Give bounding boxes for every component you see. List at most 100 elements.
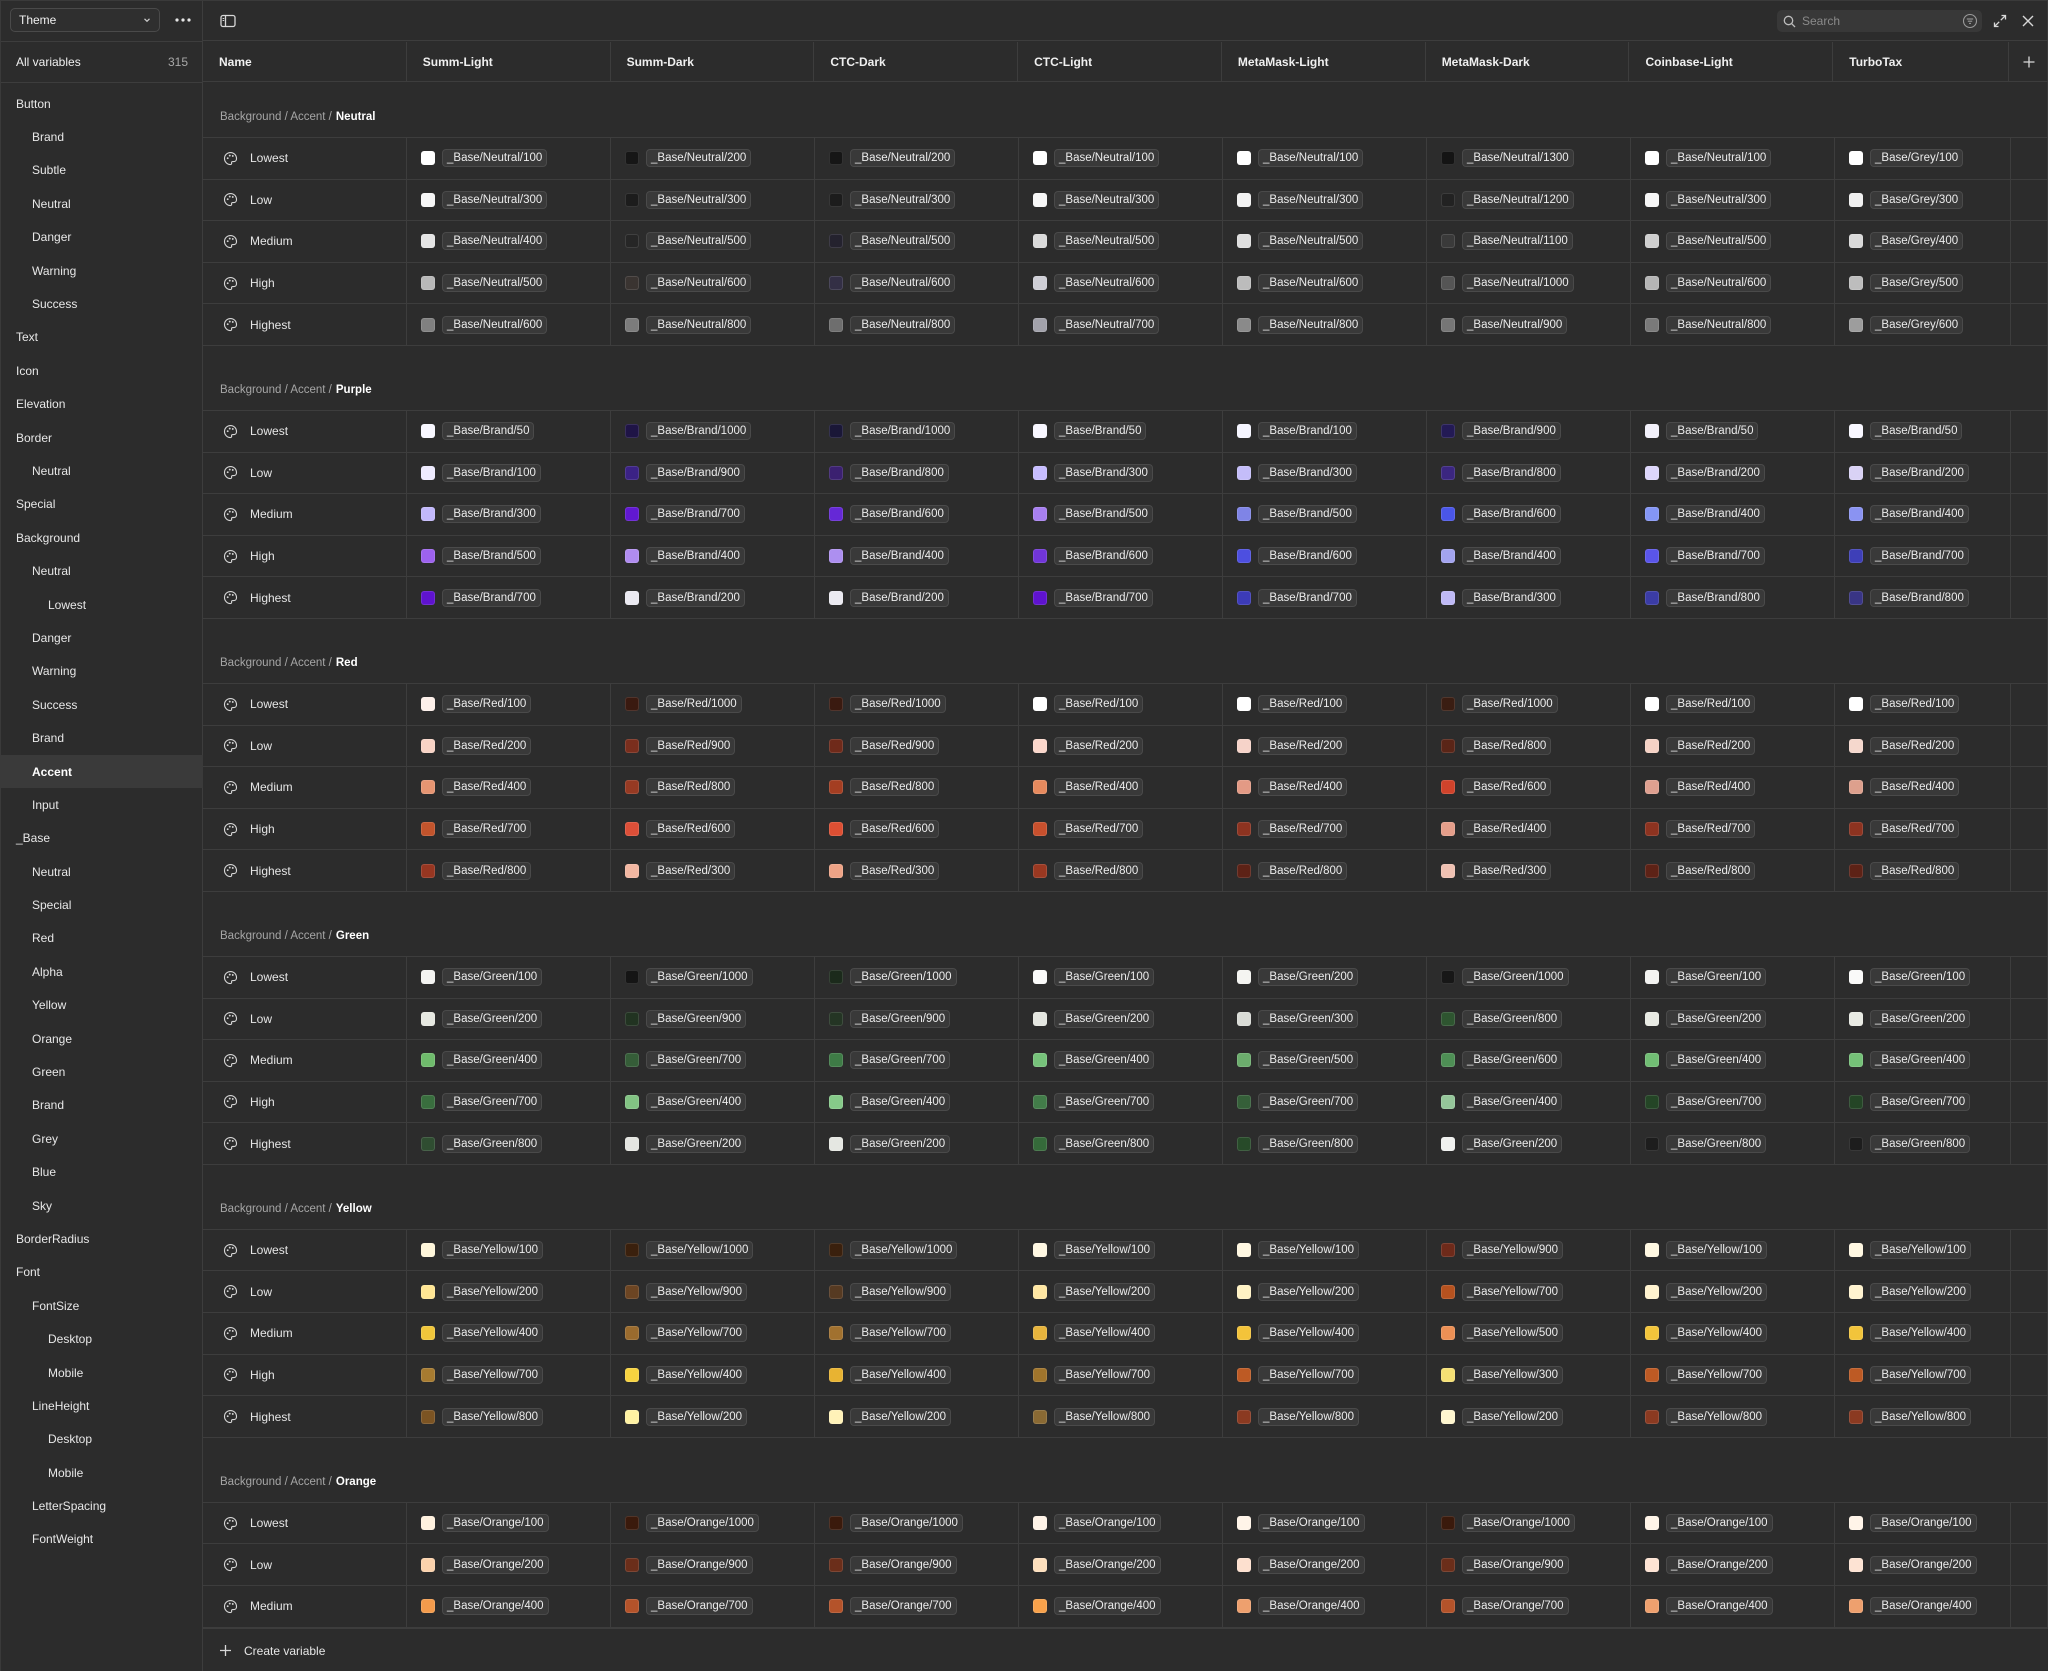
variable-value-cell[interactable]: _Base/Green/800 [1835,1123,2011,1164]
variable-value-cell[interactable]: _Base/Red/800 [1223,850,1427,891]
variable-value-cell[interactable]: _Base/Yellow/400 [611,1354,815,1396]
variable-value-cell[interactable]: _Base/Green/100 [1835,956,2011,998]
variable-value-cell[interactable]: _Base/Red/400 [1835,767,2011,808]
sidebar-group-item[interactable]: _Base [16,831,51,846]
variable-value-cell[interactable]: _Base/Yellow/100 [1835,1229,2011,1271]
sidebar-group-item[interactable]: LetterSpacing [32,1499,107,1514]
variable-value-cell[interactable]: _Base/Red/700 [1631,808,1835,850]
variable-value-cell[interactable]: _Base/Brand/400 [1631,494,1835,535]
variable-value-cell[interactable]: _Base/Yellow/700 [815,1313,1019,1354]
variable-value-cell[interactable]: _Base/Grey/600 [1835,304,2011,345]
variable-value-cell[interactable]: _Base/Yellow/300 [1427,1354,1631,1396]
variable-value-cell[interactable]: _Base/Neutral/500 [1223,221,1427,262]
variable-value-cell[interactable]: _Base/Brand/700 [1631,535,1835,577]
variable-value-cell[interactable]: _Base/Green/700 [407,1081,611,1123]
sidebar-group-item[interactable]: Elevation [16,397,66,412]
variable-value-cell[interactable]: _Base/Yellow/800 [1019,1396,1223,1437]
variable-value-cell[interactable]: _Base/Orange/200 [1631,1544,1835,1586]
variable-name-cell[interactable]: Medium [203,1040,407,1081]
variable-value-cell[interactable]: _Base/Green/900 [815,998,1019,1040]
variable-name-cell[interactable]: Medium [203,1586,407,1627]
sidebar-group-item[interactable]: Icon [16,363,39,378]
variable-value-cell[interactable]: _Base/Red/700 [1835,808,2011,850]
variable-name-cell[interactable]: Lowest [203,956,407,998]
variable-value-cell[interactable]: _Base/Green/800 [1223,1123,1427,1164]
sidebar-group-item[interactable]: Subtle [32,163,67,178]
variable-name-cell[interactable]: Lowest [203,683,407,725]
variable-name-cell[interactable]: High [203,535,407,577]
variable-value-cell[interactable]: _Base/Neutral/200 [611,138,815,179]
variable-value-cell[interactable]: _Base/Green/700 [1631,1081,1835,1123]
variable-value-cell[interactable]: _Base/Brand/700 [611,494,815,535]
variable-name-cell[interactable]: Highest [203,304,407,345]
sidebar-group-item[interactable]: Neutral [32,564,71,579]
variable-name-cell[interactable]: Low [203,452,407,494]
variable-value-cell[interactable]: _Base/Neutral/100 [1631,138,1835,179]
variable-name-cell[interactable]: Medium [203,221,407,262]
variable-value-cell[interactable]: _Base/Brand/600 [1427,494,1631,535]
mode-header[interactable]: CTC-Light [1018,42,1222,82]
variable-value-cell[interactable]: _Base/Yellow/400 [1019,1313,1223,1354]
variable-value-cell[interactable]: _Base/Orange/900 [611,1544,815,1586]
variable-value-cell[interactable]: _Base/Brand/50 [1631,410,1835,452]
variable-name-cell[interactable]: Lowest [203,138,407,179]
variable-value-cell[interactable]: _Base/Yellow/700 [1223,1354,1427,1396]
expand-icon[interactable] [1991,12,2009,30]
variable-value-cell[interactable]: _Base/Red/100 [1631,683,1835,725]
variable-value-cell[interactable]: _Base/Red/900 [611,725,815,767]
variable-value-cell[interactable]: _Base/Brand/1000 [611,410,815,452]
sidebar-group-item[interactable]: LineHeight [32,1398,90,1413]
variable-value-cell[interactable]: _Base/Neutral/600 [1019,262,1223,304]
variable-value-cell[interactable]: _Base/Neutral/500 [815,221,1019,262]
sidebar-group-item[interactable]: Lowest [48,597,87,612]
variable-value-cell[interactable]: _Base/Orange/1000 [815,1502,1019,1544]
variable-value-cell[interactable]: _Base/Neutral/300 [611,179,815,221]
variable-name-cell[interactable]: Highest [203,1123,407,1164]
variable-value-cell[interactable]: _Base/Red/900 [815,725,1019,767]
variable-value-cell[interactable]: _Base/Orange/700 [611,1586,815,1627]
sidebar-group-item[interactable]: Warning [32,263,77,278]
variable-value-cell[interactable]: _Base/Green/400 [611,1081,815,1123]
variable-value-cell[interactable]: _Base/Yellow/200 [611,1396,815,1437]
sidebar-group-item[interactable]: Font [16,1265,41,1280]
sidebar-group-item[interactable]: Alpha [32,964,63,979]
sidebar-group-item[interactable]: Sky [32,1198,53,1213]
variable-value-cell[interactable]: _Base/Orange/100 [1835,1502,2011,1544]
variable-value-cell[interactable]: _Base/Orange/900 [1427,1544,1631,1586]
variable-value-cell[interactable]: _Base/Red/600 [1427,767,1631,808]
variable-value-cell[interactable]: _Base/Orange/700 [815,1586,1019,1627]
variable-value-cell[interactable]: _Base/Orange/400 [1019,1586,1223,1627]
sidebar-group-item[interactable]: Blue [32,1165,57,1180]
variable-value-cell[interactable]: _Base/Brand/500 [1223,494,1427,535]
variable-value-cell[interactable]: _Base/Neutral/600 [815,262,1019,304]
variable-value-cell[interactable]: _Base/Yellow/700 [1019,1354,1223,1396]
variable-value-cell[interactable]: _Base/Green/200 [1835,998,2011,1040]
variable-name-cell[interactable]: High [203,1354,407,1396]
variable-value-cell[interactable]: _Base/Yellow/800 [1631,1396,1835,1437]
variable-value-cell[interactable]: _Base/Brand/700 [1835,535,2011,577]
variable-value-cell[interactable]: _Base/Green/800 [407,1123,611,1164]
variable-value-cell[interactable]: _Base/Red/200 [1223,725,1427,767]
variable-value-cell[interactable]: _Base/Brand/400 [1835,494,2011,535]
variable-value-cell[interactable]: _Base/Green/400 [815,1081,1019,1123]
sidebar-group-item[interactable]: Brand [32,731,65,746]
variable-value-cell[interactable]: _Base/Brand/700 [1223,577,1427,618]
variable-value-cell[interactable]: _Base/Green/800 [1631,1123,1835,1164]
sidebar-group-item[interactable]: Green [32,1065,66,1080]
variable-value-cell[interactable]: _Base/Yellow/100 [1223,1229,1427,1271]
sidebar-group-item[interactable]: Text [16,330,39,345]
sidebar-group-item[interactable]: Mobile [48,1465,84,1480]
variable-value-cell[interactable]: _Base/Grey/300 [1835,179,2011,221]
more-options-button[interactable] [171,9,195,31]
variable-value-cell[interactable]: _Base/Red/100 [1223,683,1427,725]
sidebar-group-item[interactable]: Success [32,297,78,312]
variable-value-cell[interactable]: _Base/Green/200 [1019,998,1223,1040]
variable-value-cell[interactable]: _Base/Yellow/800 [1223,1396,1427,1437]
variable-name-cell[interactable]: High [203,1081,407,1123]
variable-value-cell[interactable]: _Base/Red/700 [1223,808,1427,850]
variable-value-cell[interactable]: _Base/Orange/400 [1835,1586,2011,1627]
variable-value-cell[interactable]: _Base/Green/200 [815,1123,1019,1164]
variable-name-cell[interactable]: Low [203,725,407,767]
variable-value-cell[interactable]: _Base/Yellow/700 [1631,1354,1835,1396]
sidebar-group-item[interactable]: Red [32,931,55,946]
